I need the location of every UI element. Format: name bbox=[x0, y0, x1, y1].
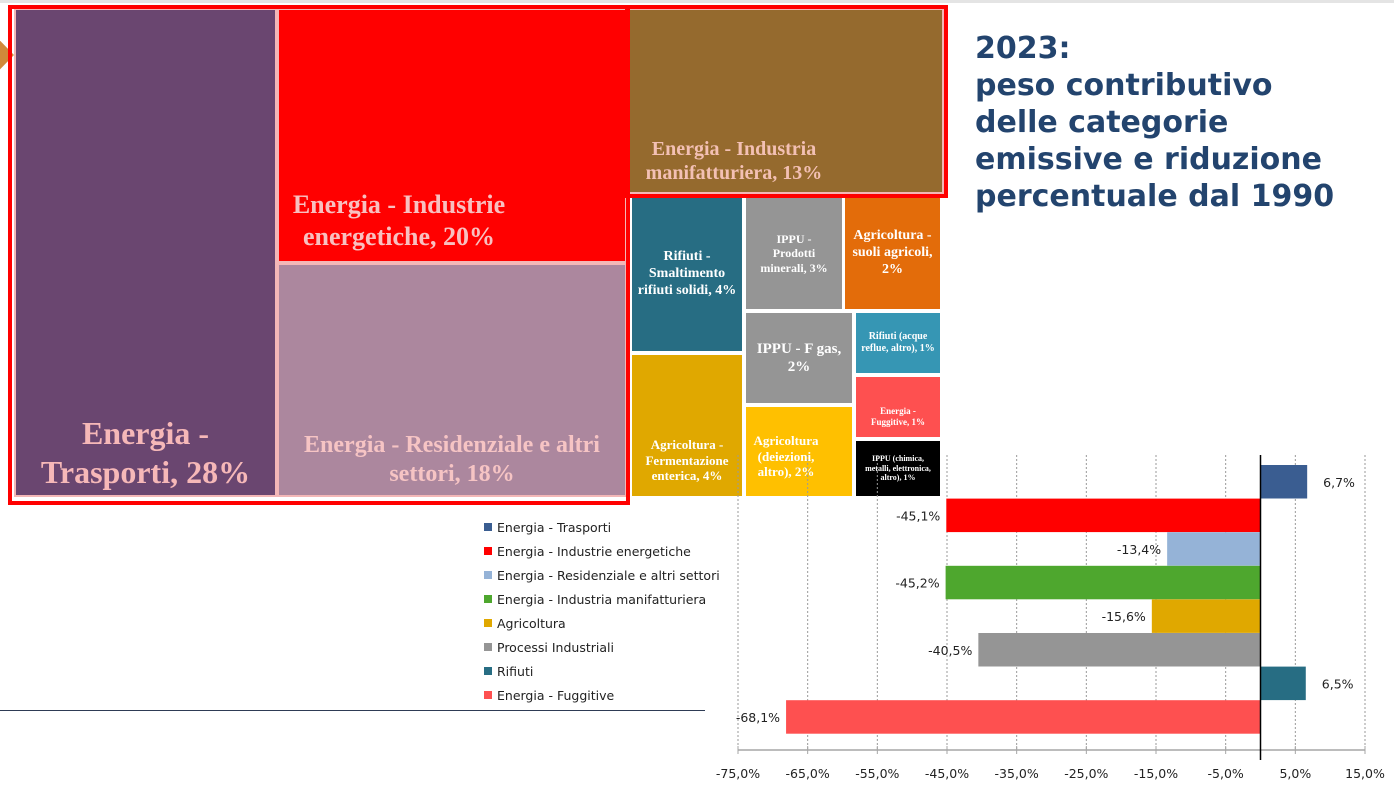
bar bbox=[945, 565, 1261, 600]
legend-label: Rifiuti bbox=[497, 663, 534, 679]
x-tick-label: 15,0% bbox=[1345, 766, 1385, 781]
title-line: peso contributivo bbox=[975, 68, 1273, 103]
legend-swatch bbox=[484, 547, 492, 555]
treemap-cell-energia-industria-manifatturiera: Energia - Industria manifatturiera, 13% bbox=[627, 8, 944, 194]
divider-line bbox=[0, 710, 705, 711]
treemap-cell-ippu-prodotti-minerali: IPPU - Prodotti minerali, 3% bbox=[746, 198, 844, 311]
title-line: emissive e riduzione bbox=[975, 142, 1322, 177]
bar-data-label: 6,7% bbox=[1323, 475, 1355, 490]
bar bbox=[1260, 666, 1306, 701]
bar-data-label: -15,6% bbox=[1102, 609, 1146, 624]
bar-chart: -75,0% -65,0% -55,0% -45,0% -35,0% -25,0% -15,… bbox=[716, 455, 1385, 781]
treemap-label: Agricoltura - Fermentazione enterica, 4% bbox=[645, 437, 729, 484]
x-tick-label: -65,0% bbox=[786, 766, 830, 781]
page-title: 2023: peso contributivo delle categorie … bbox=[975, 30, 1385, 215]
treemap-cell-rifiuti-smaltimento: Rifiuti - Smaltimento rifiuti solidi, 4% bbox=[632, 198, 744, 353]
legend-swatch bbox=[484, 595, 492, 603]
bar bbox=[1151, 599, 1261, 633]
treemap-label: Energia - Residenziale e altri settori, … bbox=[304, 432, 600, 487]
treemap-cell-agricoltura-fermentazione: Agricoltura - Fermentazione enterica, 4% bbox=[632, 355, 744, 496]
chart-legend: Energia - Trasporti Energia - Industrie e… bbox=[484, 515, 720, 707]
bar-data-label: 6,5% bbox=[1322, 676, 1354, 691]
legend-label: Energia - Industria manifatturiera bbox=[497, 591, 707, 607]
treemap-label: IPPU - Prodotti minerali, 3% bbox=[760, 231, 828, 275]
legend-item: Energia - Residenziale e altri settori bbox=[484, 563, 720, 587]
title-line: percentuale dal 1990 bbox=[975, 179, 1335, 214]
legend-swatch bbox=[484, 691, 492, 699]
x-tick-label: -15,0% bbox=[1134, 766, 1178, 781]
treemap-cell-energia-residenziale: Energia - Residenziale e altri settori, … bbox=[277, 263, 627, 497]
bar bbox=[786, 700, 1261, 734]
legend-item: Rifiuti bbox=[484, 659, 720, 683]
legend-swatch bbox=[484, 643, 492, 651]
treemap-label: Energia - Fuggitive, 1% bbox=[871, 406, 925, 427]
treemap-cell-agricoltura-deiezioni: Agricoltura (deiezioni, altro), 2% bbox=[746, 407, 854, 496]
bar-data-label: -68,1% bbox=[736, 710, 780, 725]
bar bbox=[1260, 465, 1308, 499]
legend-label: Energia - Fuggitive bbox=[497, 687, 615, 703]
x-tick-label: -5,0% bbox=[1208, 766, 1244, 781]
treemap-label: Rifiuti (acque reflue, altro), 1% bbox=[861, 331, 935, 354]
legend-item: Energia - Industria manifatturiera bbox=[484, 587, 720, 611]
legend-label: Energia - Residenziale e altri settori bbox=[497, 567, 720, 583]
treemap-label: Energia - Trasporti, 28% bbox=[40, 415, 251, 490]
legend-item: Energia - Trasporti bbox=[484, 515, 720, 539]
treemap-label: Energia - Industrie energetiche, 20% bbox=[292, 190, 506, 251]
legend-label: Agricoltura bbox=[497, 615, 566, 631]
bar-data-label: -45,1% bbox=[896, 508, 940, 523]
bar bbox=[1167, 532, 1261, 566]
legend-item: Agricoltura bbox=[484, 611, 720, 635]
bar-data-label: -13,4% bbox=[1117, 542, 1161, 557]
treemap-label: IPPU - F gas, 2% bbox=[756, 341, 842, 375]
bar bbox=[978, 633, 1261, 667]
treemap-label: Energia - Industria manifatturiera, 13% bbox=[645, 138, 823, 184]
bar bbox=[946, 498, 1261, 533]
legend-swatch bbox=[484, 619, 492, 627]
treemap-cell-rifiuti-acque-reflue: Rifiuti (acque reflue, altro), 1% bbox=[856, 313, 940, 375]
bar-data-label: -45,2% bbox=[895, 576, 939, 591]
title-line: delle categorie bbox=[975, 105, 1229, 140]
x-tick-label: 5,0% bbox=[1279, 766, 1311, 781]
legend-swatch bbox=[484, 571, 492, 579]
legend-item: Energia - Industrie energetiche bbox=[484, 539, 720, 563]
bar-data-label: -40,5% bbox=[928, 643, 972, 658]
x-tick-label: -75,0% bbox=[716, 766, 760, 781]
legend-label: Energia - Industrie energetiche bbox=[497, 543, 691, 559]
treemap-cell-energia-industrie-energetiche: Energia - Industrie energetiche, 20% bbox=[277, 8, 627, 263]
x-tick-label: -45,0% bbox=[925, 766, 969, 781]
legend-swatch bbox=[484, 667, 492, 675]
treemap-label: Rifiuti - Smaltimento rifiuti solidi, 4% bbox=[637, 249, 737, 298]
treemap-label: IPPU (chimica, metalli, elettronica, alt… bbox=[865, 454, 931, 483]
title-line: 2023: bbox=[975, 31, 1071, 66]
legend-label: Processi Industriali bbox=[497, 639, 614, 655]
treemap-cell-energia-trasporti: Energia - Trasporti, 28% bbox=[14, 8, 277, 497]
top-border bbox=[0, 0, 1394, 3]
decorative-arrow-shape bbox=[0, 10, 14, 100]
treemap-label: Agricoltura (deiezioni, altro), 2% bbox=[753, 433, 819, 480]
x-tick-label: -35,0% bbox=[995, 766, 1039, 781]
x-tick-label: -25,0% bbox=[1064, 766, 1108, 781]
treemap-cell-agricoltura-suoli: Agricoltura - suoli agricoli, 2% bbox=[845, 198, 940, 311]
legend-item: Processi Industriali bbox=[484, 635, 720, 659]
treemap-cell-ippu-chimica: IPPU (chimica, metalli, elettronica, alt… bbox=[856, 441, 940, 496]
x-tick-label: -55,0% bbox=[855, 766, 899, 781]
treemap-cell-ippu-f-gas: IPPU - F gas, 2% bbox=[746, 313, 854, 405]
legend-item: Energia - Fuggitive bbox=[484, 683, 720, 707]
treemap-label: Agricoltura - suoli agricoli, 2% bbox=[852, 228, 933, 277]
legend-label: Energia - Trasporti bbox=[497, 519, 612, 535]
treemap-cell-energia-fuggitive: Energia - Fuggitive, 1% bbox=[856, 377, 940, 439]
legend-swatch bbox=[484, 523, 492, 531]
